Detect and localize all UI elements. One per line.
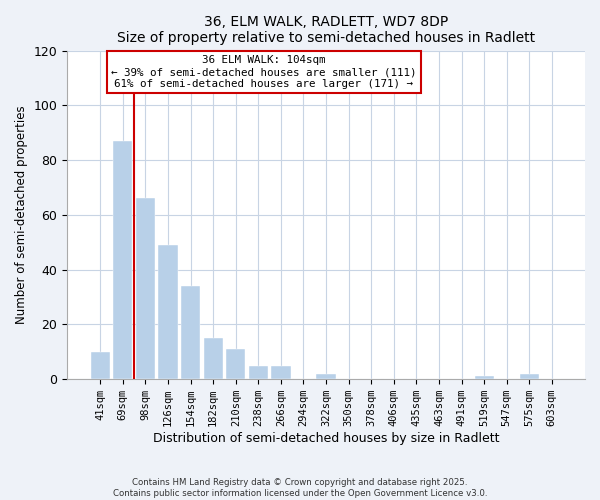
Bar [203,338,223,379]
Text: 36 ELM WALK: 104sqm
← 39% of semi-detached houses are smaller (111)
61% of semi-: 36 ELM WALK: 104sqm ← 39% of semi-detach… [111,56,416,88]
Bar [226,349,245,379]
Bar [91,352,110,379]
Bar [249,366,268,379]
Bar [520,374,539,379]
Bar [271,366,290,379]
Title: 36, ELM WALK, RADLETT, WD7 8DP
Size of property relative to semi-detached houses: 36, ELM WALK, RADLETT, WD7 8DP Size of p… [117,15,535,45]
Bar [316,374,335,379]
X-axis label: Distribution of semi-detached houses by size in Radlett: Distribution of semi-detached houses by … [153,432,499,445]
Bar [181,286,200,379]
Bar [136,198,155,379]
Text: Contains HM Land Registry data © Crown copyright and database right 2025.
Contai: Contains HM Land Registry data © Crown c… [113,478,487,498]
Bar [158,245,178,379]
Bar [475,376,494,379]
Bar [113,141,133,379]
Y-axis label: Number of semi-detached properties: Number of semi-detached properties [15,106,28,324]
